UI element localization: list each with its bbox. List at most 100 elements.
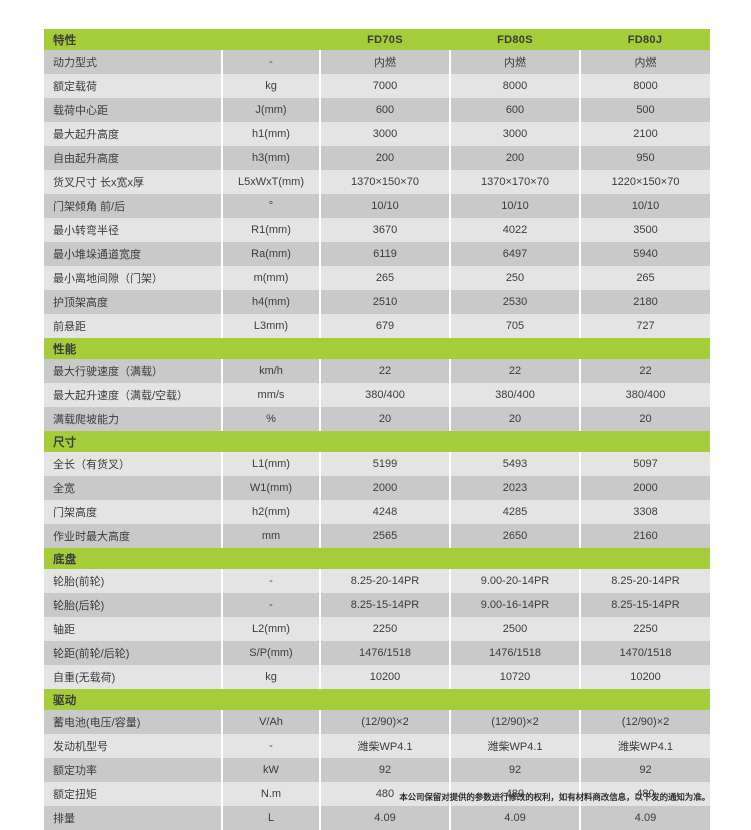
unit-label: kg [221, 74, 321, 98]
table-row: 货叉尺寸 长x宽x厚 L5xWxT(mm) 1370×150×70 1370×170×… [44, 170, 710, 194]
feature-label: 载荷中心距 [44, 98, 223, 122]
unit-label: R1(mm) [221, 218, 321, 242]
section-unit-cell [222, 29, 320, 50]
value-cell-model-3: 5097 [579, 452, 710, 476]
feature-label: 排量 [44, 806, 223, 830]
unit-label: kW [221, 758, 321, 782]
column-header-model-1 [320, 689, 450, 710]
value-cell-model-1: 22 [319, 359, 451, 383]
value-cell-model-3: 2000 [579, 476, 710, 500]
column-header-model-2 [450, 431, 580, 452]
unit-label: N.m [221, 782, 321, 806]
unit-label: - [221, 734, 321, 758]
unit-label: - [221, 569, 321, 593]
value-cell-model-3: 265 [579, 266, 710, 290]
section-title: 尺寸 [44, 431, 222, 452]
value-cell-model-2: 600 [449, 98, 581, 122]
unit-label: h1(mm) [221, 122, 321, 146]
feature-label: 前悬距 [44, 314, 223, 338]
section-title: 底盘 [44, 548, 222, 569]
value-cell-model-3: 2250 [579, 617, 710, 641]
section-header-row: 性能 [44, 338, 710, 359]
unit-label: V/Ah [221, 710, 321, 734]
value-cell-model-3: 10200 [579, 665, 710, 689]
table-row: 全长（有货叉） L1(mm) 5199 5493 5097 [44, 452, 710, 476]
value-cell-model-1: 2510 [319, 290, 451, 314]
feature-label: 自重(无载荷) [44, 665, 223, 689]
column-header-model-1 [320, 431, 450, 452]
feature-label: 最小堆垛通道宽度 [44, 242, 223, 266]
specification-sheet: 特性 FD70S FD80S FD80J 动力型式 - 内燃 内燃 内燃 额定载荷 kg 7000 80… [44, 29, 710, 830]
value-cell-model-1: 5199 [319, 452, 451, 476]
value-cell-model-3: 480 [579, 782, 710, 806]
table-row: 满载爬坡能力% 20 20 20 [44, 407, 710, 431]
unit-label: - [221, 593, 321, 617]
column-header-model-1: FD70S [320, 29, 450, 50]
unit-label: S/P(mm) [221, 641, 321, 665]
feature-label: 自由起升高度 [44, 146, 223, 170]
value-cell-model-3: 3500 [579, 218, 710, 242]
feature-label: 最大起升速度（满载/空载） [44, 383, 223, 407]
value-cell-model-2: 6497 [449, 242, 581, 266]
column-header-model-2: FD80S [450, 29, 580, 50]
table-row: 额定功率 kW 92 92 92 [44, 758, 710, 782]
table-row: 前悬距 L3mm) 679 705 727 [44, 314, 710, 338]
value-cell-model-3: 8000 [579, 74, 710, 98]
unit-label: ° [221, 194, 321, 218]
value-cell-model-2: 8000 [449, 74, 581, 98]
specification-table: 特性 FD70S FD80S FD80J 动力型式 - 内燃 内燃 内燃 额定载荷 kg 7000 80… [44, 29, 710, 830]
value-cell-model-2: 内燃 [449, 50, 581, 74]
table-row: 动力型式 - 内燃 内燃 内燃 [44, 50, 710, 74]
feature-label: 满载爬坡能力 [44, 407, 223, 431]
value-cell-model-2: 4285 [449, 500, 581, 524]
column-header-model-2 [450, 338, 580, 359]
section-title: 驱动 [44, 689, 222, 710]
unit-label: L5xWxT(mm) [221, 170, 321, 194]
value-cell-model-1: 1476/1518 [319, 641, 451, 665]
unit-label: h3(mm) [221, 146, 321, 170]
value-cell-model-2: 4022 [449, 218, 581, 242]
value-cell-model-3: 3308 [579, 500, 710, 524]
value-cell-model-2: 10/10 [449, 194, 581, 218]
unit-label: - [221, 50, 321, 74]
value-cell-model-3: 2180 [579, 290, 710, 314]
disclaimer-note: 本公司保留对提供的参数进行修改的权利，如有材料商改信息，以下发的通知为准。 [399, 792, 710, 802]
value-cell-model-1: 2250 [319, 617, 451, 641]
value-cell-model-1: 2000 [319, 476, 451, 500]
value-cell-model-2: (12/90)×2 [449, 710, 581, 734]
feature-label: 蓄电池(电压/容量) [44, 710, 223, 734]
table-row: 最小堆垛通道宽度 Ra(mm) 6119 6497 5940 [44, 242, 710, 266]
table-row: 额定载荷 kg 7000 8000 8000 [44, 74, 710, 98]
feature-label: 发动机型号 [44, 734, 223, 758]
column-header-model-2 [450, 689, 580, 710]
value-cell-model-3: 1220×150×70 [579, 170, 710, 194]
unit-label: mm/s [221, 383, 321, 407]
value-cell-model-3: 5940 [579, 242, 710, 266]
value-cell-model-2: 22 [449, 359, 581, 383]
unit-label: L1(mm) [221, 452, 321, 476]
value-cell-model-1: 265 [319, 266, 451, 290]
value-cell-model-3: (12/90)×2 [579, 710, 710, 734]
feature-label: 额定扭矩 [44, 782, 223, 806]
column-header-model-3 [580, 431, 710, 452]
value-cell-model-2: 200 [449, 146, 581, 170]
section-header-row: 底盘 [44, 548, 710, 569]
feature-label: 货叉尺寸 长x宽x厚 [44, 170, 223, 194]
value-cell-model-3: 1470/1518 [579, 641, 710, 665]
table-row: 额定扭矩 N.m 480 480 480 [44, 782, 710, 806]
feature-label: 门架倾角 前/后 [44, 194, 223, 218]
table-row: 自重(无载荷) kg 10200 10720 10200 [44, 665, 710, 689]
column-header-model-3 [580, 338, 710, 359]
column-header-model-3 [580, 548, 710, 569]
value-cell-model-2: 380/400 [449, 383, 581, 407]
value-cell-model-1: 8.25-15-14PR [319, 593, 451, 617]
value-cell-model-2: 1370×170×70 [449, 170, 581, 194]
value-cell-model-2: 5493 [449, 452, 581, 476]
value-cell-model-3: 10/10 [579, 194, 710, 218]
table-row: 全宽 W1(mm) 2000 2023 2000 [44, 476, 710, 500]
unit-label: L [221, 806, 321, 830]
unit-label: h2(mm) [221, 500, 321, 524]
value-cell-model-3: 8.25-20-14PR [579, 569, 710, 593]
unit-label: L2(mm) [221, 617, 321, 641]
value-cell-model-2: 20 [449, 407, 581, 431]
